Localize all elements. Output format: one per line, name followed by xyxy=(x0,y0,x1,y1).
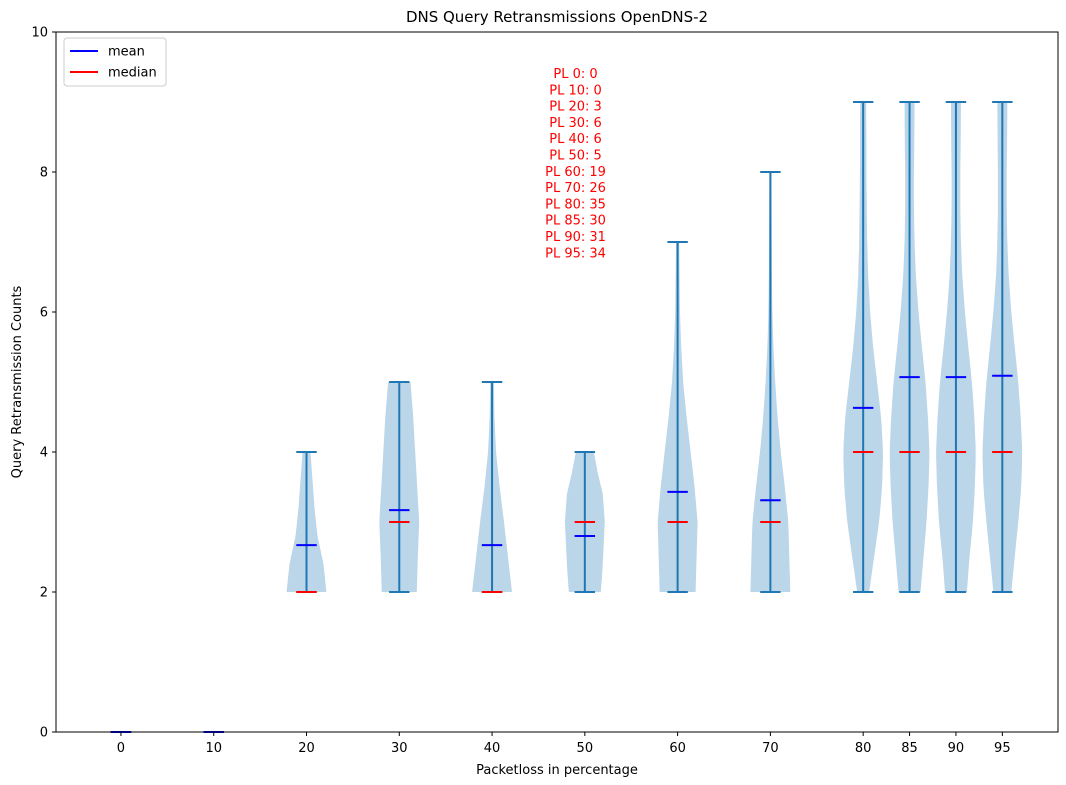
annotation-line: PL 10: 0 xyxy=(549,83,602,98)
annotation-line: PL 80: 35 xyxy=(545,197,606,212)
annotation-line: PL 85: 30 xyxy=(545,214,606,229)
violins-layer xyxy=(110,101,1023,733)
x-axis-title: Packetloss in percentage xyxy=(476,763,638,778)
violin-group xyxy=(982,101,1023,593)
violin-group xyxy=(889,101,930,593)
x-tick-label: 95 xyxy=(994,741,1011,756)
x-tick-label: 40 xyxy=(484,741,501,756)
x-tick-label: 10 xyxy=(205,741,222,756)
x-tick-label: 30 xyxy=(391,741,408,756)
y-tick-label: 0 xyxy=(40,726,48,741)
violin-group xyxy=(379,381,420,593)
annotation-line: PL 50: 5 xyxy=(549,149,602,164)
annotation-line: PL 60: 19 xyxy=(545,165,606,180)
annotation-line: PL 90: 31 xyxy=(545,230,606,245)
y-axis-ticks: 0 2 4 6 8 10 xyxy=(31,26,56,741)
violin-group xyxy=(286,451,327,593)
x-tick-label: 20 xyxy=(298,741,315,756)
x-axis-ticks: 0 10 20 30 40 50 60 70 80 85 90 95 xyxy=(117,732,1011,756)
y-tick-label: 2 xyxy=(40,586,48,601)
legend-label: median xyxy=(108,66,157,81)
annotation-line: PL 70: 26 xyxy=(545,181,606,196)
annotation-line: PL 95: 34 xyxy=(545,246,606,261)
annotation-line: PL 0: 0 xyxy=(553,67,597,82)
x-tick-label: 60 xyxy=(669,741,686,756)
x-tick-label: 90 xyxy=(948,741,965,756)
x-tick-label: 70 xyxy=(762,741,779,756)
annotation-line: PL 40: 6 xyxy=(549,132,602,147)
y-tick-label: 10 xyxy=(31,26,48,41)
y-tick-label: 6 xyxy=(40,306,48,321)
sample-count-annotation: PL 0: 0PL 10: 0 PL 20: 3PL 30: 6PL 40: 6 P… xyxy=(545,67,606,261)
chart-title: DNS Query Retransmissions OpenDNS-2 xyxy=(406,8,708,26)
annotation-line: PL 30: 6 xyxy=(549,116,602,131)
violin-group xyxy=(657,241,698,593)
violin-group xyxy=(472,381,512,593)
x-tick-label: 50 xyxy=(577,741,594,756)
y-axis-title: Query Retransmission Counts xyxy=(10,285,25,478)
violin-group xyxy=(843,101,883,593)
x-tick-label: 0 xyxy=(117,741,125,756)
violin-group xyxy=(564,451,605,593)
x-tick-label: 85 xyxy=(901,741,918,756)
plot-frame xyxy=(55,31,1059,733)
y-tick-label: 4 xyxy=(40,446,48,461)
annotation-line: PL 20: 3 xyxy=(549,100,602,115)
y-tick-label: 8 xyxy=(40,166,48,181)
legend-label: mean xyxy=(108,45,145,60)
x-tick-label: 80 xyxy=(855,741,872,756)
violin-group xyxy=(936,101,976,593)
violin-group xyxy=(750,171,791,593)
legend: mean median xyxy=(63,37,167,87)
